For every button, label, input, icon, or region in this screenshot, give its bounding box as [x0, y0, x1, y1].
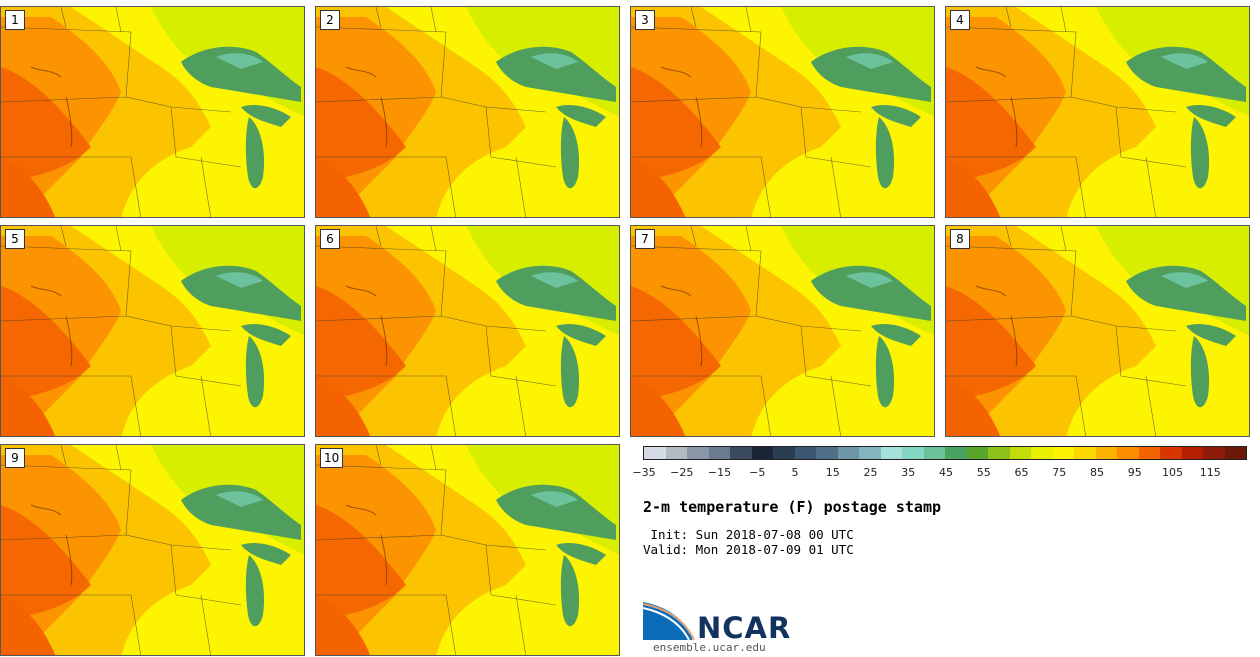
member-label: 7 — [635, 229, 655, 249]
colorbar-tick-label: 55 — [976, 466, 991, 479]
temperature-map — [946, 7, 1249, 217]
member-label: 1 — [5, 10, 25, 30]
colorbar-cell — [988, 447, 1010, 459]
colorbar-tick-label: 45 — [939, 466, 953, 479]
member-label: 10 — [320, 448, 344, 468]
member-label: 8 — [950, 229, 970, 249]
ncar-logo-icon — [642, 602, 695, 641]
colorbar-tick-label: 95 — [1127, 466, 1142, 479]
temperature-map — [631, 7, 934, 217]
colorbar-tick-label: 75 — [1052, 466, 1067, 479]
colorbar-tick-label: 65 — [1014, 466, 1029, 479]
colorbar-tick-label: 115 — [1199, 466, 1221, 479]
colorbar-cell — [837, 447, 859, 459]
member-panel: 3 — [630, 6, 935, 218]
chart-title: 2-m temperature (F) postage stamp — [643, 498, 942, 516]
colorbar-cell — [1074, 447, 1096, 459]
colorbar-cell — [1009, 447, 1031, 459]
colorbar-cell — [1052, 447, 1074, 459]
member-panel: 10 — [315, 444, 620, 656]
temperature-map — [1, 7, 304, 217]
colorbar-cell — [1138, 447, 1160, 459]
member-panel: 7 — [630, 225, 935, 437]
colorbar-tick-label: 15 — [825, 466, 840, 479]
colorbar-cell — [644, 447, 666, 459]
colorbar-tick-label: −5 — [749, 466, 766, 479]
temperature-map — [316, 445, 619, 655]
colorbar-tick-label: 5 — [791, 466, 799, 479]
member-panel: 2 — [315, 6, 620, 218]
colorbar-cell — [1160, 447, 1182, 459]
member-label: 5 — [5, 229, 25, 249]
colorbar-cell — [1117, 447, 1139, 459]
colorbar-cell — [880, 447, 902, 459]
member-label: 3 — [635, 10, 655, 30]
member-label: 9 — [5, 448, 25, 468]
colorbar-cell — [966, 447, 988, 459]
colorbar-cell — [945, 447, 967, 459]
colorbar-tick-label: 85 — [1090, 466, 1104, 479]
website-url: ensemble.ucar.edu — [653, 641, 766, 654]
colorbar-cell — [816, 447, 838, 459]
temperature-map — [1, 226, 304, 436]
valid-time: Valid: Mon 2018-07-09 01 UTC — [643, 542, 854, 557]
member-label: 2 — [320, 10, 340, 30]
colorbar-cell — [730, 447, 752, 459]
temperature-map — [946, 226, 1249, 436]
colorbar-tick-label: 35 — [901, 466, 916, 479]
member-panel: 9 — [0, 444, 305, 656]
colorbar-cell — [665, 447, 687, 459]
member-panel: 6 — [315, 225, 620, 437]
temperature-map — [316, 226, 619, 436]
member-label: 4 — [950, 10, 970, 30]
colorbar-tick-label: −25 — [670, 466, 694, 479]
colorbar-tick-label: −35 — [632, 466, 656, 479]
colorbar-ticks: −35 −25 −15 −5 5 15 25 35 45 55 65 75 85 95 105 115 — [632, 462, 1247, 479]
init-time: Init: Sun 2018-07-08 00 UTC — [643, 527, 854, 542]
temperature-map — [631, 226, 934, 436]
colorbar-cell — [794, 447, 816, 459]
colorbar-cell — [1095, 447, 1117, 459]
colorbar-cell — [1181, 447, 1203, 459]
colorbar-cell — [751, 447, 773, 459]
colorbar-cell — [773, 447, 795, 459]
colorbar-cell — [902, 447, 924, 459]
colorbar-tick-label: 105 — [1162, 466, 1183, 479]
colorbar-cell — [859, 447, 881, 459]
member-panel: 8 — [945, 225, 1250, 437]
colorbar-cell — [708, 447, 730, 459]
member-panel: 5 — [0, 225, 305, 437]
ncar-logo-text: NCAR — [697, 611, 792, 645]
colorbar-cell — [1031, 447, 1053, 459]
colorbar-cell — [1203, 447, 1225, 459]
member-panel: 4 — [945, 6, 1250, 218]
colorbar-tick-label: 25 — [863, 466, 878, 479]
colorbar-cell — [687, 447, 709, 459]
temperature-map — [1, 445, 304, 655]
temperature-colorbar — [643, 446, 1247, 460]
colorbar-tick-label: −15 — [707, 466, 732, 479]
temperature-map — [316, 7, 619, 217]
member-panel: 1 — [0, 6, 305, 218]
colorbar-cell — [1224, 447, 1246, 459]
colorbar-cell — [923, 447, 945, 459]
member-label: 6 — [320, 229, 340, 249]
